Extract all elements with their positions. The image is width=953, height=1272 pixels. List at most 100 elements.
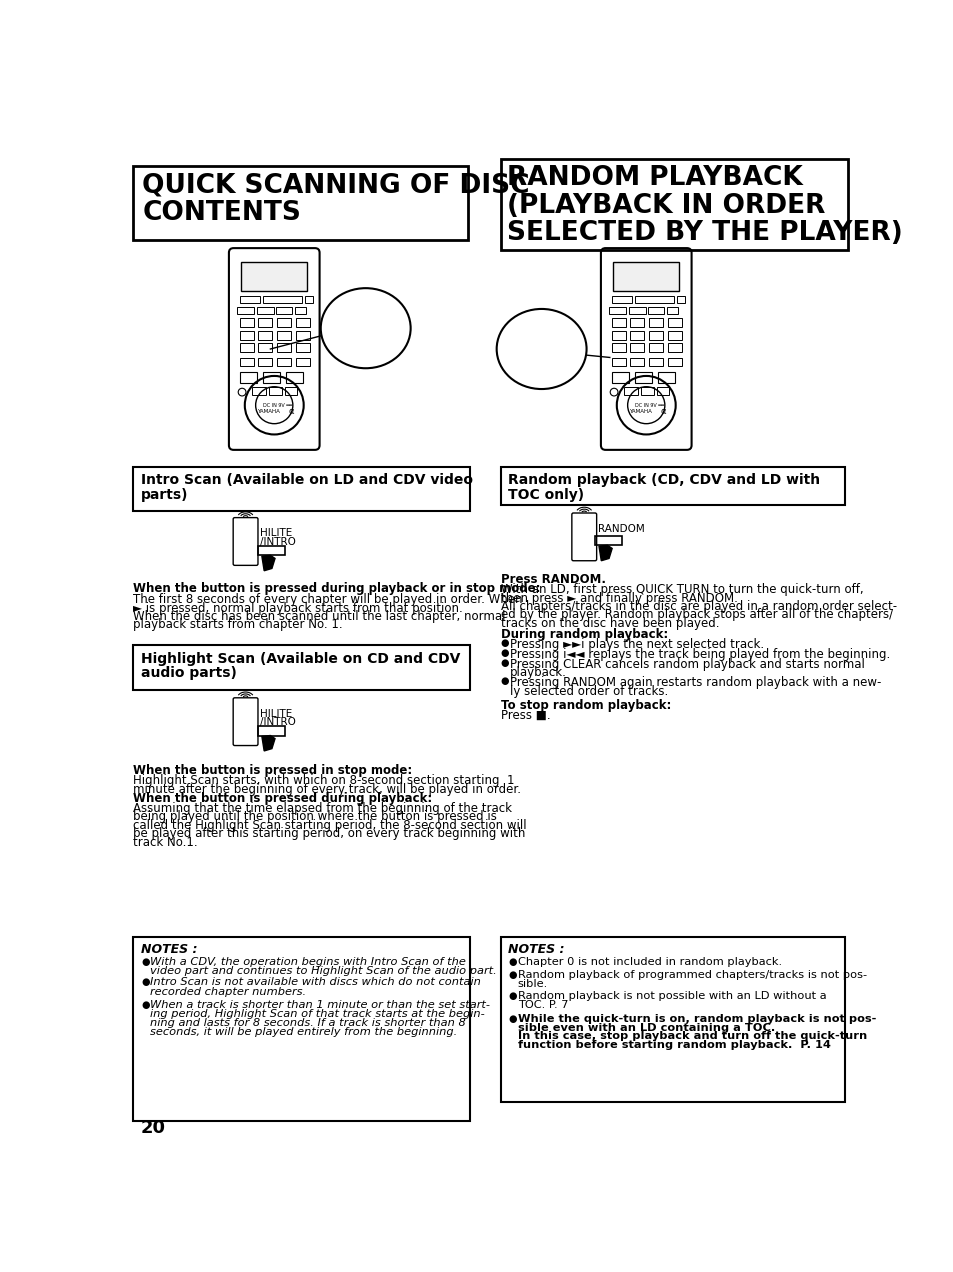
Bar [640,388,653,396]
Text: With an LD, first press QUICK TURN to turn the quick-turn off,: With an LD, first press QUICK TURN to tu… [500,583,862,597]
Bar [295,318,309,327]
Text: DC IN 9V ══: DC IN 9V ══ [634,403,663,408]
Bar [239,359,253,366]
Text: then press ► and finally press RANDOM.: then press ► and finally press RANDOM. [500,591,737,604]
Bar [352,341,379,351]
Bar [252,388,266,396]
Text: ●: ● [500,647,509,658]
Bar [635,296,673,303]
Bar [258,359,272,366]
Bar [611,343,625,352]
Text: playback starts from chapter No. 1.: playback starts from chapter No. 1. [133,618,342,631]
Text: ●: ● [500,637,509,647]
Bar [276,331,291,340]
Text: DC IN 9V ══: DC IN 9V ══ [262,403,292,408]
Bar [611,318,625,327]
Text: Pressing RANDOM again restarts random playback with a new-: Pressing RANDOM again restarts random pl… [509,677,881,689]
Text: To stop random playback:: To stop random playback: [500,698,670,711]
Text: /INTRO: /INTRO [259,537,295,547]
Text: audio parts): audio parts) [141,667,236,681]
Bar [647,307,663,314]
Text: CONTENTS: CONTENTS [142,201,301,226]
Text: ●: ● [500,658,509,668]
Bar [263,373,280,383]
Text: ●: ● [141,977,150,987]
Bar [635,373,652,383]
Bar [630,359,643,366]
Text: recorded chapter numbers.: recorded chapter numbers. [150,987,306,996]
Text: When the button is pressed in stop mode:: When the button is pressed in stop mode: [133,764,412,777]
FancyBboxPatch shape [233,698,257,745]
Bar [239,373,256,383]
Text: ●: ● [508,1014,517,1024]
Bar [630,331,643,340]
Ellipse shape [320,289,410,368]
Text: SELECTED BY THE PLAYER): SELECTED BY THE PLAYER) [506,220,902,247]
Bar [609,307,626,314]
Bar [527,356,555,366]
Bar [628,307,645,314]
Text: With a CDV, the operation begins with Intro Scan of the: With a CDV, the operation begins with In… [150,957,466,967]
Text: During random playback:: During random playback: [500,627,667,641]
Bar [630,343,643,352]
Text: All chapters/tracks in the disc are played in a random order select-: All chapters/tracks in the disc are play… [500,600,896,613]
FancyBboxPatch shape [233,518,257,565]
Bar [284,388,296,396]
Bar [666,307,677,314]
Text: Press RANDOM.: Press RANDOM. [500,574,605,586]
Text: Pressing i◄◄ replays the track being played from the beginning.: Pressing i◄◄ replays the track being pla… [509,647,889,660]
Text: ed by the player. Random playback stops after all of the chapters/: ed by the player. Random playback stops … [500,608,892,622]
Bar [648,343,662,352]
Bar [258,318,272,327]
Text: ning and lasts for 8 seconds. If a track is shorter than 8: ning and lasts for 8 seconds. If a track… [150,1018,465,1028]
Bar [256,307,274,314]
Text: Random playback of programmed chapters/tracks is not pos-: Random playback of programmed chapters/t… [517,971,866,981]
Bar [658,373,675,383]
Text: video part and continues to Highlight Scan of the audio part.: video part and continues to Highlight Sc… [150,965,497,976]
Text: Highlight Scan starts, with which on 8-second section starting  1: Highlight Scan starts, with which on 8-s… [133,775,515,787]
Text: being played until the position where the button is pressed is: being played until the position where th… [133,810,497,823]
Text: NOTES :: NOTES : [141,944,197,957]
Text: Intro Scan (Available on LD and CDV video: Intro Scan (Available on LD and CDV vide… [141,473,473,487]
Bar [237,307,254,314]
Bar [241,262,307,291]
Text: YAMAHA: YAMAHA [257,408,280,413]
Bar [269,388,281,396]
Bar [611,359,625,366]
Text: HILITE: HILITE [346,314,385,327]
Bar [295,331,309,340]
Text: ●: ● [141,957,150,967]
Bar [257,726,285,735]
Bar [630,318,643,327]
Text: ing period, Highlight Scan of that track starts at the begin-: ing period, Highlight Scan of that track… [150,1009,484,1019]
Bar [500,936,844,1102]
Bar [276,343,291,352]
Text: ly selected order of tracks.: ly selected order of tracks. [509,684,667,698]
Text: Intro Scan is not available with discs which do not contain: Intro Scan is not available with discs w… [150,977,480,987]
Text: Random playback is not possible with an LD without a: Random playback is not possible with an … [517,991,825,1001]
Bar [648,359,662,366]
Text: ●: ● [141,1000,150,1010]
Text: be played after this starting period, on every track beginning with: be played after this starting period, on… [133,827,525,841]
Bar [258,331,272,340]
Bar [613,262,679,291]
FancyBboxPatch shape [600,248,691,450]
Text: ► is pressed, normal playback starts from that position.: ► is pressed, normal playback starts fro… [133,602,462,614]
Text: RANDOM: RANDOM [598,524,644,534]
Bar [295,359,309,366]
Text: /INTRO: /INTRO [259,717,295,728]
Text: parts): parts) [141,487,189,501]
Text: When the button is pressed during playback:: When the button is pressed during playba… [133,791,432,805]
FancyBboxPatch shape [571,513,596,561]
Text: Random playback (CD, CDV and LD with: Random playback (CD, CDV and LD with [508,473,820,487]
Text: track No.1.: track No.1. [133,836,197,848]
Text: Pressing CLEAR cancels random playback and starts normal: Pressing CLEAR cancels random playback a… [509,658,863,670]
Text: RANDOM: RANDOM [513,335,569,349]
Bar [133,645,470,691]
Bar [595,536,621,546]
Text: While the quick-turn is on, random playback is not pos-: While the quick-turn is on, random playb… [517,1014,875,1024]
Bar [263,296,301,303]
Text: YAMAHA: YAMAHA [629,408,652,413]
Text: When a track is shorter than 1 minute or than the set start-: When a track is shorter than 1 minute or… [150,1000,490,1010]
Text: α: α [288,407,294,416]
